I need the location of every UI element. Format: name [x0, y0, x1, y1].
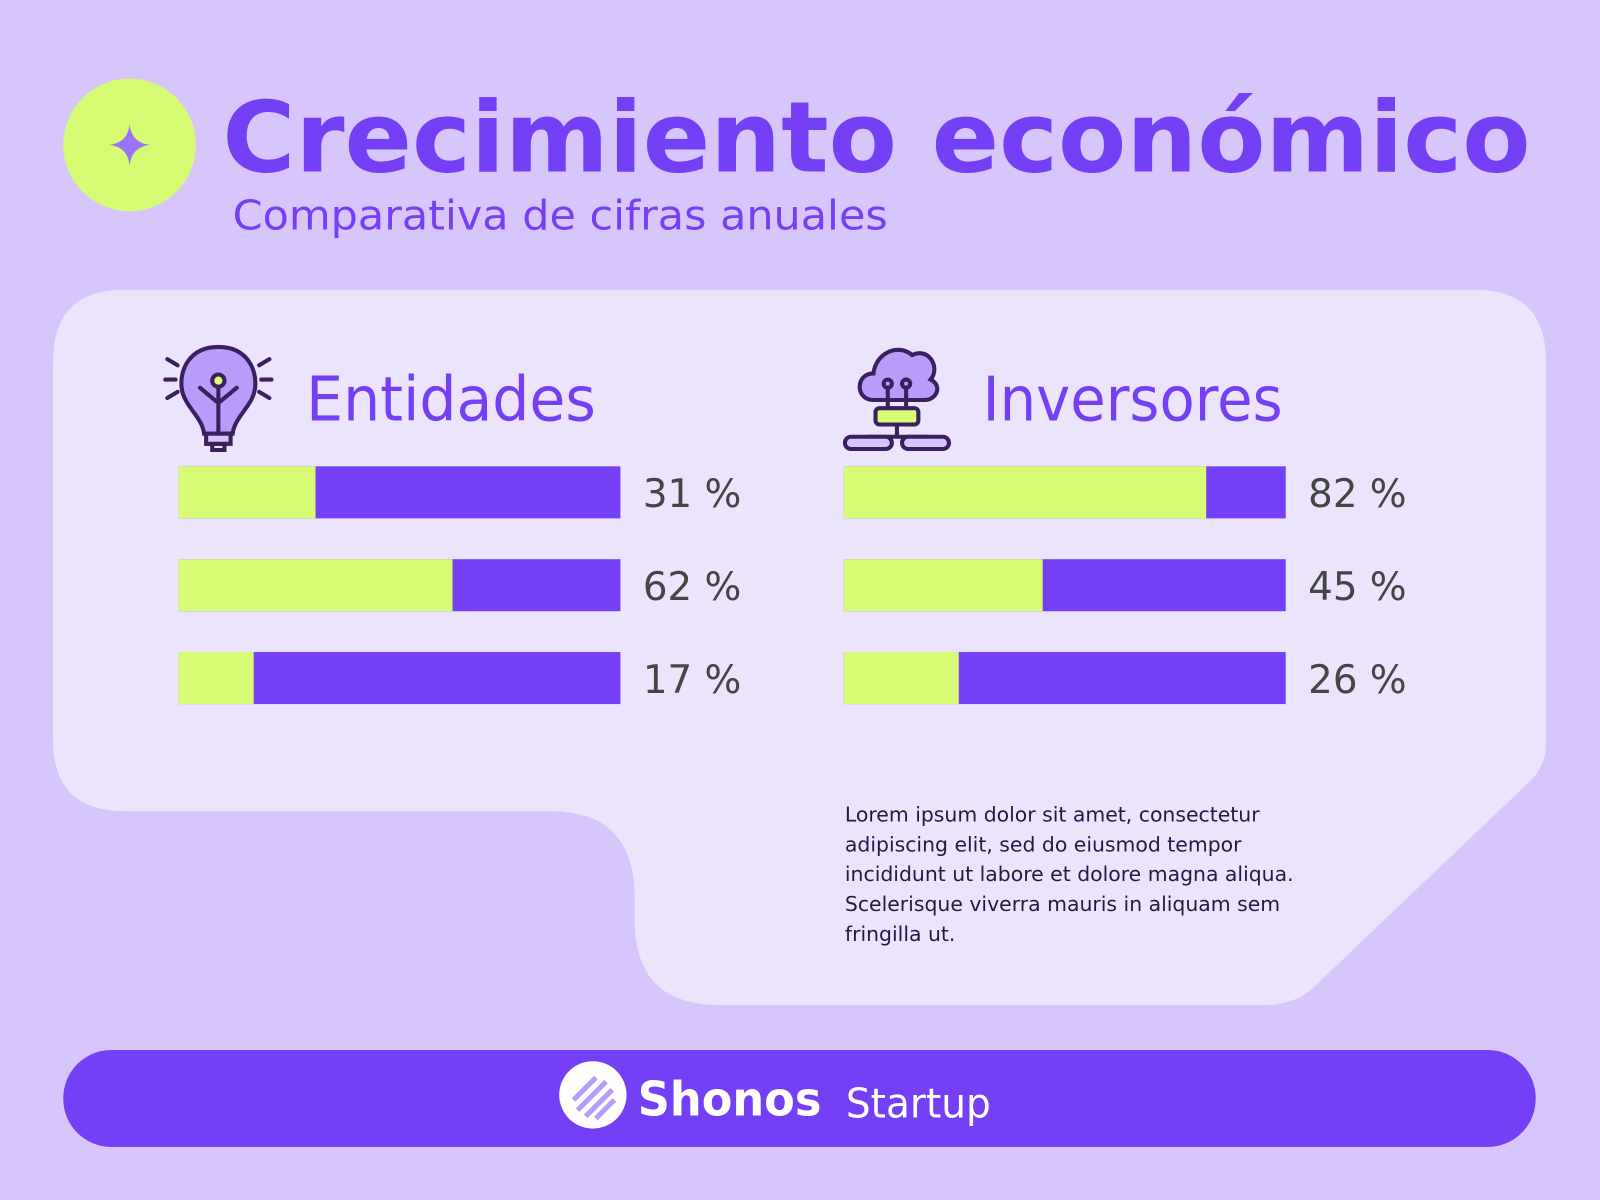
footer-bar [63, 1050, 1536, 1147]
body-text: adipiscing elit, sed do eiusmod tempor [845, 832, 1242, 856]
bulb-icon [163, 344, 274, 453]
bar [178, 652, 254, 705]
bar [178, 559, 453, 612]
title: Crecimiento económico [222, 81, 1530, 195]
body-text: Scelerisque viverra mauris in aliquam se… [845, 892, 1280, 916]
value-label: 82 % [1308, 472, 1407, 517]
bar [178, 466, 316, 519]
value-label: 31 % [643, 472, 742, 517]
body-text: incididunt ut labore et dolore magna ali… [845, 862, 1294, 886]
value-label: 17 % [643, 658, 742, 703]
cloud-icon [842, 347, 952, 452]
value-label: 26 % [1308, 658, 1407, 703]
brand: Shonos [638, 1072, 822, 1127]
body-text: fringilla ut. [845, 922, 955, 946]
chart-title: Inversores [983, 364, 1283, 435]
value-label: 62 % [643, 565, 742, 610]
bar [843, 466, 1207, 519]
bar [843, 559, 1043, 612]
chart-title: Entidades [306, 364, 596, 435]
value-label: 45 % [1308, 565, 1407, 610]
tagline: Startup [846, 1079, 991, 1127]
sparkle-icon [109, 124, 150, 166]
body-text: Lorem ipsum dolor sit amet, consectetur [845, 802, 1260, 826]
subtitle: Comparativa de cifras anuales [233, 192, 888, 240]
bar [843, 652, 959, 705]
logo-stripes [571, 1075, 617, 1121]
